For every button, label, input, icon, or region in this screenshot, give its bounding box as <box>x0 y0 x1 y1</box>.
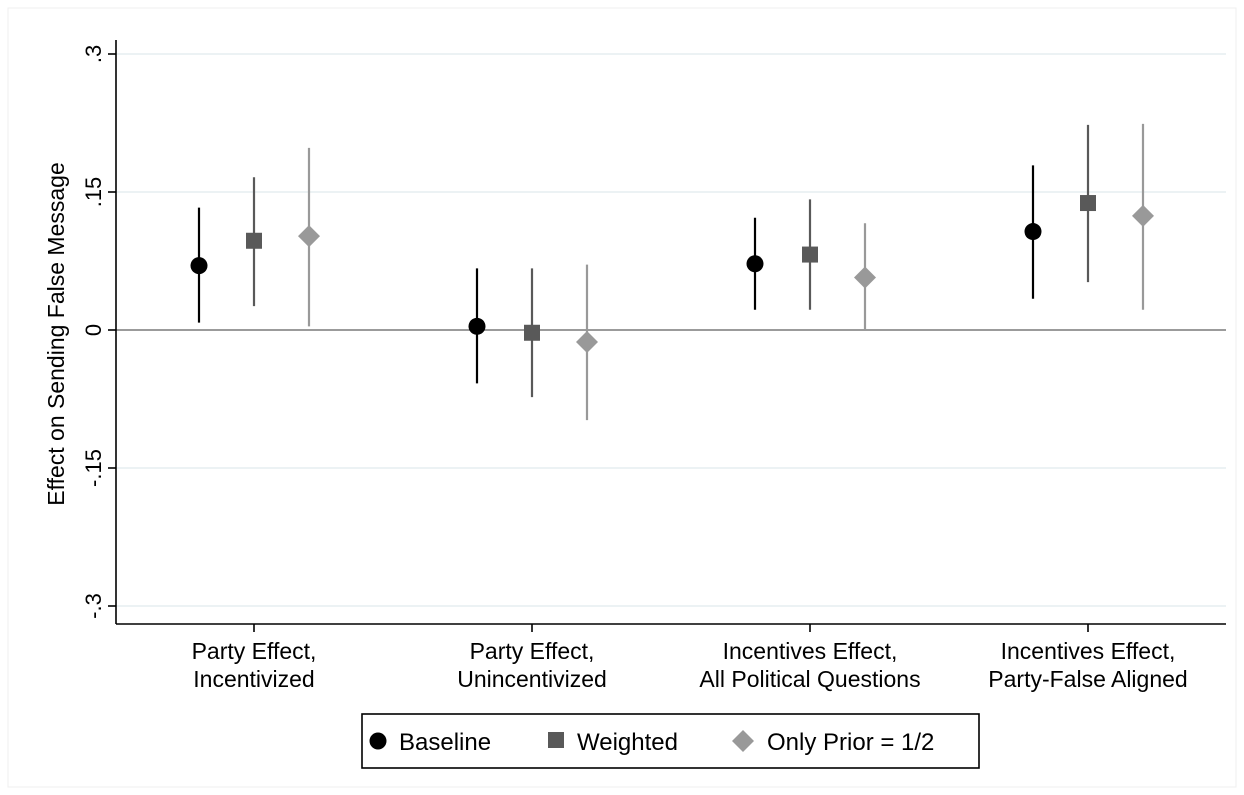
y-tick-label: .3 <box>81 45 106 63</box>
legend: Baseline Weighted Only Prior = 1/2 <box>361 713 980 769</box>
y-tick-label: .15 <box>81 177 106 208</box>
x-tick-label: Incentives Effect, <box>1001 638 1176 664</box>
point-weighted <box>802 246 818 263</box>
y-tick-label: -.15 <box>81 449 106 487</box>
y-tick-label: -.3 <box>81 593 106 619</box>
point-weighted <box>246 232 262 249</box>
x-tick-label: Party-False Aligned <box>988 666 1187 692</box>
legend-box <box>361 713 980 769</box>
legend-only-prior-marker <box>732 730 754 752</box>
point-weighted <box>524 324 540 341</box>
y-axis-label: Effect on Sending False Message <box>43 162 69 506</box>
legend-baseline-label: Baseline <box>399 729 491 756</box>
legend-weighted-label: Weighted <box>577 729 678 756</box>
point-baseline <box>746 255 764 273</box>
legend-weighted-marker <box>548 732 564 748</box>
x-tick-label: Party Effect, <box>470 638 595 664</box>
x-tick-label: Unincentivized <box>457 666 607 692</box>
legend-baseline-marker <box>369 732 387 750</box>
y-tick-label: 0 <box>81 324 106 336</box>
x-tick-label: Party Effect, <box>192 638 317 664</box>
point-baseline <box>190 257 208 275</box>
chart-frame <box>7 7 1237 788</box>
point-only-prior-1-2 <box>1132 204 1154 227</box>
x-tick-label: Incentives Effect, <box>723 638 898 664</box>
gridlines <box>116 53 1226 607</box>
point-only-prior-1-2 <box>854 266 876 289</box>
point-baseline <box>468 317 486 335</box>
point-weighted <box>1080 195 1096 212</box>
point-baseline <box>1024 223 1042 241</box>
point-only-prior-1-2 <box>576 330 598 353</box>
data-points <box>190 195 1154 353</box>
legend-only-prior-label: Only Prior = 1/2 <box>767 729 934 756</box>
y-axis-ticks: .3 .15 0 -.15 -.3 <box>81 45 116 619</box>
x-tick-label: All Political Questions <box>699 666 920 692</box>
point-only-prior-1-2 <box>298 225 320 248</box>
x-tick-label: Incentivized <box>193 666 314 692</box>
